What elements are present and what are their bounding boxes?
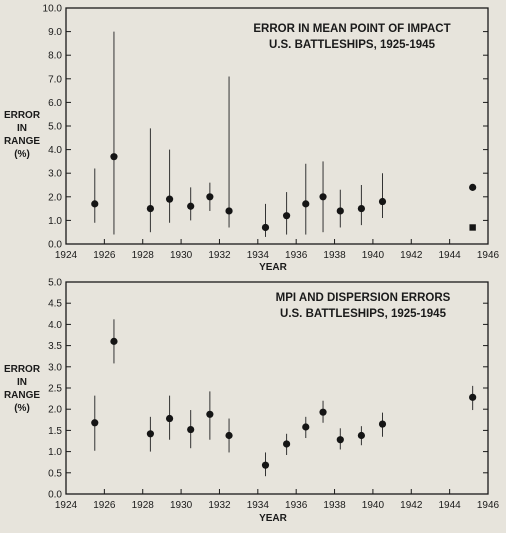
x-axis-title: YEAR (259, 262, 288, 273)
y-tick-label: 2.0 (48, 405, 62, 416)
x-tick-label: 1936 (285, 500, 308, 511)
x-tick-label: 1938 (323, 500, 346, 511)
x-tick-label: 1924 (55, 250, 78, 261)
square-marker (469, 224, 476, 231)
x-tick-label: 1928 (132, 250, 155, 261)
y-axis-title-line: ERROR (4, 364, 41, 375)
data-point (225, 431, 233, 440)
x-tick-label: 1930 (170, 250, 193, 261)
data-point (146, 205, 154, 213)
x-tick-label: 1938 (323, 250, 346, 261)
y-tick-label: 6.0 (48, 98, 62, 109)
x-axis-title: YEAR (259, 513, 288, 524)
data-point (225, 207, 233, 215)
chart-panel-2: 0.0 0.5 1.0 1.5 2.0 2.5 3.0 3.5 4.0 4.5 5.0 1924 192… (4, 278, 500, 525)
chart-title-line: U.S. BATTLESHIPS, 1925-1945 (280, 308, 447, 320)
x-tick-label: 1926 (93, 250, 116, 261)
data-point (91, 200, 99, 208)
data-point (165, 195, 174, 203)
chart-panel-1: 0.0 1.0 2.0 3.0 4.0 5.0 6.0 7.0 8.0 9.0 10.0 1924 19… (4, 4, 500, 274)
data-point (206, 193, 214, 201)
x-tick-label: 1944 (439, 500, 462, 511)
y-tick-label: 3.0 (48, 362, 62, 373)
y-tick-label: 9.0 (48, 27, 62, 38)
circle-marker (469, 183, 477, 191)
data-point (91, 419, 99, 427)
y-tick-label: 3.5 (48, 341, 62, 352)
x-tick-label: 1934 (247, 250, 270, 261)
x-tick-label: 1942 (400, 500, 423, 511)
y-tick-label: 1.5 (48, 426, 62, 437)
chart-title-line: ERROR IN MEAN POINT OF IMPACT (253, 23, 450, 35)
x-tick-label: 1940 (362, 250, 385, 261)
data-point (165, 414, 174, 423)
x-tick-label: 1926 (93, 500, 116, 511)
y-tick-label: 4.0 (48, 320, 62, 331)
x-tick-label: 1932 (208, 250, 231, 261)
y-tick-label: 5.0 (48, 122, 62, 133)
data-point (302, 200, 310, 208)
y-tick-label: 10.0 (43, 4, 63, 15)
chart-title-line: U.S. BATTLESHIPS, 1925-1945 (269, 39, 436, 51)
data-point (110, 337, 118, 345)
data-point (357, 431, 365, 440)
data-point (187, 202, 195, 210)
y-axis-title-line: IN (17, 377, 27, 388)
data-point (336, 436, 344, 444)
data-point (110, 153, 118, 161)
y-tick-label: 8.0 (48, 51, 62, 62)
data-point (357, 205, 365, 213)
data-point (302, 423, 310, 431)
data-point (336, 207, 344, 215)
y-tick-label: 5.0 (48, 278, 62, 289)
data-point (378, 420, 387, 428)
y-axis-title-line: (%) (14, 403, 30, 414)
data-point (319, 408, 327, 416)
x-tick-label: 1924 (55, 500, 78, 511)
x-tick-label: 1930 (170, 500, 193, 511)
data-point (282, 212, 291, 220)
y-tick-label: 0.5 (48, 468, 62, 479)
x-tick-label: 1936 (285, 250, 308, 261)
data-point (206, 410, 214, 418)
x-tick-label: 1940 (362, 500, 385, 511)
y-tick-label: 7.0 (48, 74, 62, 85)
data-point (282, 440, 291, 448)
data-point (187, 425, 195, 434)
y-tick-label: 4.0 (48, 145, 62, 156)
y-tick-label: 1.0 (48, 216, 62, 227)
y-tick-label: 0.0 (48, 240, 62, 251)
y-axis-title-line: (%) (14, 149, 30, 160)
y-tick-label: 0.0 (48, 490, 62, 501)
y-axis-title-line: IN (17, 123, 27, 134)
x-tick-label: 1946 (477, 500, 500, 511)
y-tick-label: 2.0 (48, 192, 62, 203)
data-point (319, 193, 327, 201)
x-tick-label: 1944 (439, 250, 462, 261)
y-axis-title-line: ERROR (4, 110, 41, 121)
y-tick-label: 2.5 (48, 384, 62, 395)
y-axis-title-line: RANGE (4, 390, 40, 401)
x-tick-label: 1932 (208, 500, 231, 511)
x-tick-label: 1934 (247, 500, 270, 511)
chart-title-line: MPI AND DISPERSION ERRORS (276, 292, 451, 304)
y-tick-label: 1.0 (48, 447, 62, 458)
y-axis-title-line: RANGE (4, 136, 40, 147)
data-point (261, 461, 270, 469)
x-tick-label: 1942 (400, 250, 423, 261)
data-point (378, 197, 387, 206)
data-point (261, 223, 270, 232)
y-tick-label: 4.5 (48, 299, 62, 310)
x-tick-label: 1928 (132, 500, 155, 511)
data-point (146, 430, 154, 438)
y-tick-label: 3.0 (48, 169, 62, 180)
data-point (469, 393, 477, 401)
x-tick-label: 1946 (477, 250, 500, 261)
